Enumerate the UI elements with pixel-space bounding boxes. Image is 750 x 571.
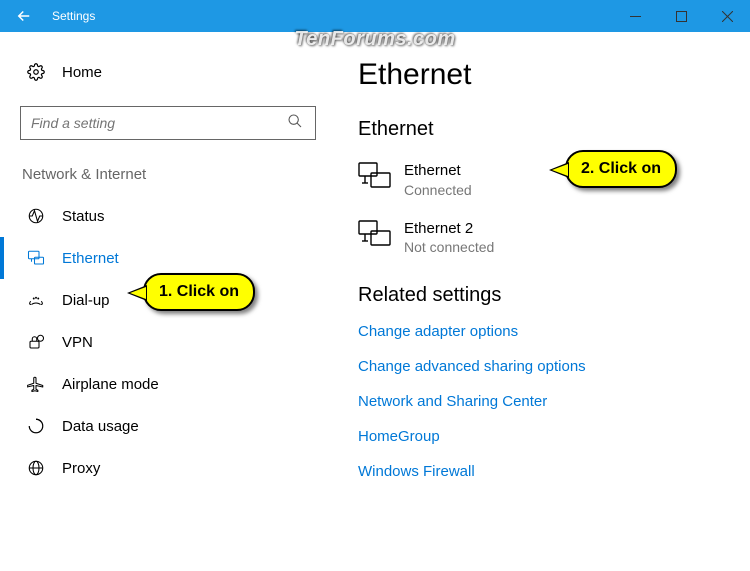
callout-text: 1. Click on [159, 283, 239, 300]
gear-icon [26, 62, 46, 82]
window-title: Settings [48, 9, 612, 23]
link-homegroup[interactable]: HomeGroup [358, 428, 750, 445]
adapter-row[interactable]: Ethernet 2 Not connected [358, 217, 750, 259]
annotation-callout-1: 1. Click on [143, 273, 255, 311]
titlebar: Settings [0, 0, 750, 32]
maximize-button[interactable] [658, 0, 704, 32]
dialup-icon [26, 290, 46, 310]
section-title: Ethernet [358, 118, 750, 141]
network-adapter-icon [358, 219, 390, 247]
search-input-container[interactable] [20, 106, 316, 140]
sidebar-item-label: Data usage [62, 418, 139, 435]
sidebar-item-label: Ethernet [62, 250, 119, 267]
related-settings-title: Related settings [358, 284, 750, 307]
proxy-icon [26, 458, 46, 478]
sidebar-item-proxy[interactable]: Proxy [20, 447, 330, 489]
back-button[interactable] [0, 0, 48, 32]
adapter-status: Not connected [404, 238, 494, 256]
search-input[interactable] [31, 115, 283, 131]
adapter-name: Ethernet [404, 161, 472, 181]
ethernet-icon [26, 248, 46, 268]
link-windows-firewall[interactable]: Windows Firewall [358, 463, 750, 480]
status-icon [26, 206, 46, 226]
search-icon[interactable] [283, 113, 307, 134]
sidebar-item-label: Dial-up [62, 292, 110, 309]
sidebar-item-label: Status [62, 208, 105, 225]
callout-text: 2. Click on [581, 160, 661, 177]
data-usage-icon [26, 416, 46, 436]
annotation-callout-2: 2. Click on [565, 150, 677, 188]
sidebar-item-label: VPN [62, 334, 93, 351]
link-network-sharing-center[interactable]: Network and Sharing Center [358, 393, 750, 410]
sidebar-item-home[interactable]: Home [20, 52, 330, 92]
vpn-icon [26, 332, 46, 352]
adapter-name: Ethernet 2 [404, 219, 494, 239]
minimize-button[interactable] [612, 0, 658, 32]
airplane-icon [26, 374, 46, 394]
sidebar-group-header: Network & Internet [20, 166, 330, 183]
sidebar-item-vpn[interactable]: VPN [20, 321, 330, 363]
network-adapter-icon [358, 161, 390, 189]
sidebar-item-airplane[interactable]: Airplane mode [20, 363, 330, 405]
page-title: Ethernet [358, 58, 750, 92]
home-label: Home [62, 64, 102, 81]
sidebar-item-label: Airplane mode [62, 376, 159, 393]
link-change-adapter-options[interactable]: Change adapter options [358, 323, 750, 340]
close-button[interactable] [704, 0, 750, 32]
sidebar-nav: Status Ethernet Dial-up VPN Airplane mod… [20, 195, 330, 489]
sidebar-item-label: Proxy [62, 460, 100, 477]
main-pane: Ethernet Ethernet Ethernet Connected Eth… [330, 32, 750, 571]
sidebar-item-datausage[interactable]: Data usage [20, 405, 330, 447]
sidebar-item-status[interactable]: Status [20, 195, 330, 237]
adapter-status: Connected [404, 181, 472, 199]
link-change-advanced-sharing[interactable]: Change advanced sharing options [358, 358, 750, 375]
